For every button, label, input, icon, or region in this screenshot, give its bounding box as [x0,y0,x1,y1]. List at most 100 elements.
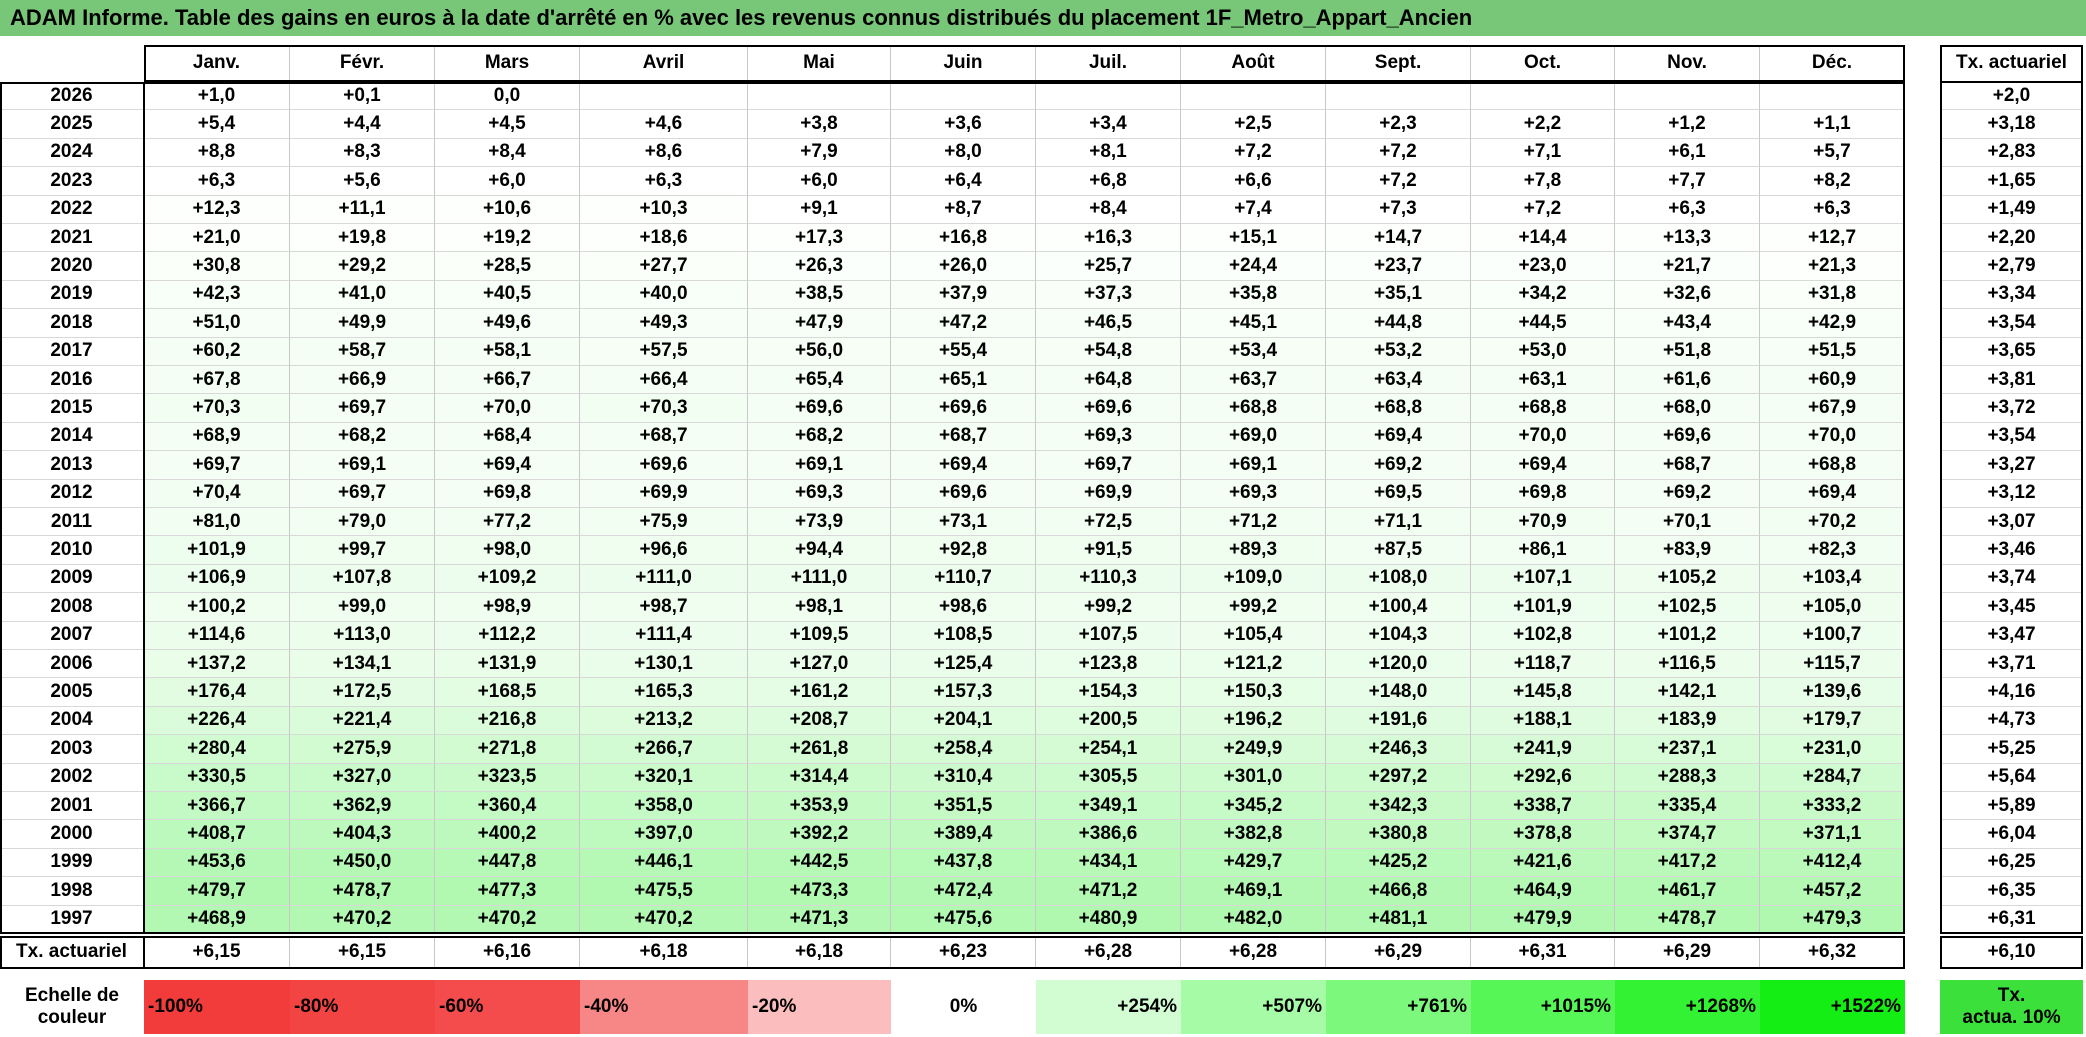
value-cell: +4,6 [580,110,748,139]
value-cell: +53,0 [1471,337,1615,366]
year-cell: 2003 [0,735,144,764]
value-cell: +7,1 [1471,138,1615,168]
value-cell: +70,4 [144,479,290,508]
value-cell: +110,7 [891,564,1036,594]
value-cell: +471,2 [1036,877,1181,906]
value-cell: +482,0 [1181,905,1326,934]
value-cell: +280,4 [144,735,290,764]
value-cell [748,82,891,111]
value-cell: +11,1 [290,195,435,224]
value-cell: +471,3 [748,905,891,934]
value-cell: +34,2 [1471,280,1615,310]
value-cell: +266,7 [580,735,748,764]
value-cell: +69,6 [1036,394,1181,423]
value-cell: +150,3 [1181,678,1326,707]
value-cell: +70,3 [580,394,748,423]
value-cell: +68,8 [1760,451,1905,480]
value-cell: +6,3 [1760,195,1905,224]
value-cell: +81,0 [144,508,290,537]
value-cell: +102,8 [1471,621,1615,650]
value-cell: +82,3 [1760,536,1905,565]
value-cell: +101,2 [1615,621,1760,650]
value-cell: +345,2 [1181,792,1326,821]
year-cell: 2013 [0,451,144,480]
value-cell: +314,4 [748,763,891,792]
value-cell: +68,2 [748,422,891,452]
value-cell: +89,3 [1181,536,1326,565]
value-cell: +442,5 [748,848,891,878]
value-cell: +351,5 [891,792,1036,821]
scale-cell: +254% [1036,980,1181,1034]
value-cell: +5,7 [1760,138,1905,168]
value-cell: +200,5 [1036,706,1181,736]
footer-value: +6,31 [1471,936,1615,969]
value-cell: +479,3 [1760,905,1905,934]
value-cell: +249,9 [1181,735,1326,764]
month-header: Mars [435,45,580,82]
value-cell [1036,82,1181,111]
value-cell: +40,5 [435,280,580,310]
value-cell: +70,0 [1760,422,1905,452]
value-cell: +213,2 [580,706,748,736]
tx-cell: +3,54 [1940,423,2083,452]
tx-cell: +2,83 [1940,139,2083,168]
value-cell [1471,82,1615,111]
value-cell: +9,1 [748,195,891,224]
value-cell: +6,6 [1181,167,1326,196]
value-cell: +69,4 [1471,451,1615,480]
value-cell: +105,2 [1615,564,1760,594]
value-cell: +165,3 [580,678,748,707]
value-cell: +305,5 [1036,763,1181,792]
scale-cell: 0% [891,980,1036,1034]
value-cell: +67,8 [144,366,290,395]
year-cell: 1997 [0,905,144,934]
value-cell: +29,2 [290,252,435,281]
value-cell: +8,7 [891,195,1036,224]
value-cell: +8,0 [891,138,1036,168]
value-cell: +246,3 [1326,735,1471,764]
year-cell: 1999 [0,848,144,878]
value-cell: +68,8 [1326,394,1471,423]
value-cell: +15,1 [1181,224,1326,253]
value-cell: +241,9 [1471,735,1615,764]
value-cell: +63,4 [1326,366,1471,395]
year-cell: 2024 [0,138,144,168]
value-cell: +71,1 [1326,508,1471,537]
value-cell: +69,3 [748,479,891,508]
value-cell: +100,4 [1326,593,1471,622]
value-cell: +125,4 [891,650,1036,679]
tx-border [1940,81,2083,83]
value-cell: +254,1 [1036,735,1181,764]
value-cell: +7,2 [1181,138,1326,168]
value-cell: +362,9 [290,792,435,821]
scale-label: Echelle de couleur [0,980,144,1034]
value-cell: +421,6 [1471,848,1615,878]
value-cell: +457,2 [1760,877,1905,906]
value-cell: +69,1 [748,451,891,480]
tx-cell: +3,81 [1940,366,2083,395]
month-header: Oct. [1471,45,1615,82]
value-cell: +6,3 [1615,195,1760,224]
footer-value: +6,23 [891,936,1036,969]
value-cell: +60,2 [144,337,290,366]
value-cell: +0,1 [290,82,435,111]
value-cell: +69,4 [1760,479,1905,508]
tx-cell: +2,0 [1940,82,2083,111]
value-cell: +75,9 [580,508,748,537]
value-cell: +3,4 [1036,110,1181,139]
value-cell [1326,82,1471,111]
value-cell: +470,2 [290,905,435,934]
value-cell: +7,7 [1615,167,1760,196]
value-cell: +58,1 [435,337,580,366]
column-border [143,936,145,969]
month-header: Août [1181,45,1326,82]
value-cell: +69,4 [1326,422,1471,452]
value-cell: +99,0 [290,593,435,622]
year-cell: 2004 [0,706,144,736]
value-cell: +7,3 [1326,195,1471,224]
value-cell: +1,2 [1615,110,1760,139]
scale-total: Tx. actua. 10% [1940,980,2083,1034]
value-cell: +16,3 [1036,224,1181,253]
value-cell: +68,0 [1615,394,1760,423]
